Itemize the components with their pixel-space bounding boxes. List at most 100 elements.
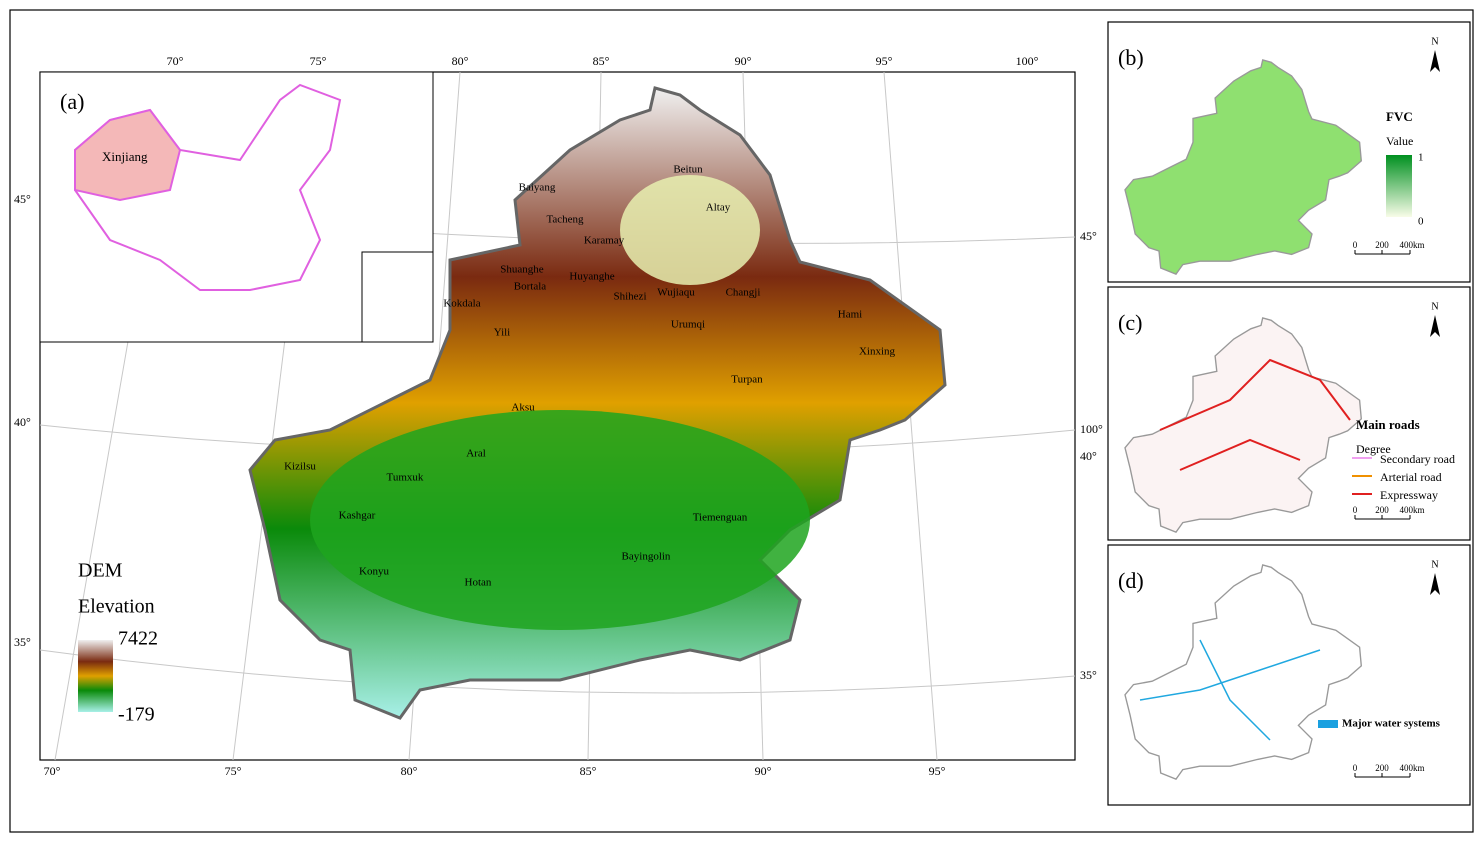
place-label: Kashgar bbox=[339, 510, 376, 522]
north-arrow: N bbox=[1431, 559, 1438, 570]
roads bbox=[1159, 358, 1351, 471]
legend-max: 7422 bbox=[118, 628, 158, 650]
scale-label: 400km bbox=[1399, 505, 1424, 515]
place-label: Baiyang bbox=[519, 182, 556, 194]
lon-label: 70° bbox=[167, 54, 184, 68]
lon-label: 90° bbox=[755, 764, 772, 778]
lon-label: 100° bbox=[1016, 54, 1039, 68]
legend-min: -179 bbox=[118, 704, 155, 726]
legend-title: FVC bbox=[1386, 109, 1413, 124]
lat-label: 100° bbox=[1080, 422, 1103, 436]
lon-label: 95° bbox=[876, 54, 893, 68]
place-label: Tiemenguan bbox=[693, 512, 748, 524]
legend-max: 1 bbox=[1418, 152, 1424, 164]
legend-min: 0 bbox=[1418, 216, 1424, 228]
water-map bbox=[1124, 564, 1362, 780]
tarim-basin bbox=[310, 410, 810, 630]
south-sea-inset bbox=[361, 251, 434, 343]
scale-bar bbox=[1354, 773, 1411, 778]
legend-item: Secondary road bbox=[1380, 452, 1455, 466]
place-label: Kokdala bbox=[443, 298, 480, 310]
lat-label: 45° bbox=[14, 192, 31, 206]
panel-d-frame bbox=[1107, 544, 1471, 806]
north-arrow-icon bbox=[1430, 315, 1440, 337]
lat-label: 45° bbox=[1080, 229, 1097, 243]
north-arrow-icon bbox=[1430, 50, 1440, 72]
panel-label: (d) bbox=[1118, 568, 1144, 593]
panel-label: (c) bbox=[1118, 310, 1142, 335]
place-label: Aksu bbox=[511, 402, 535, 414]
scale-label: 400km bbox=[1399, 240, 1424, 250]
lat-label: 35° bbox=[14, 635, 31, 649]
legend-subtitle: Degree bbox=[1356, 442, 1391, 456]
legend-water bbox=[1318, 720, 1338, 728]
roads-map bbox=[1124, 317, 1362, 533]
place-label: Hami bbox=[838, 309, 862, 321]
place-label: Tumxuk bbox=[387, 472, 424, 484]
scale-label: 400km bbox=[1399, 763, 1424, 773]
panel-c-frame bbox=[1107, 286, 1471, 541]
lon-label: 95° bbox=[929, 764, 946, 778]
place-label: Bortala bbox=[514, 281, 546, 293]
panel-b-frame bbox=[1107, 21, 1471, 283]
legend-item: Expressway bbox=[1380, 488, 1438, 502]
panel-label: (a) bbox=[60, 89, 84, 114]
lon-label: 85° bbox=[580, 764, 597, 778]
scale-label: 200 bbox=[1375, 240, 1389, 250]
lon-label: 70° bbox=[44, 764, 61, 778]
lat-label: 35° bbox=[1080, 668, 1097, 682]
place-label: Konyu bbox=[359, 566, 389, 578]
place-label: Shuanghe bbox=[500, 264, 544, 276]
scale-label: 200 bbox=[1375, 763, 1389, 773]
lat-label: 40° bbox=[1080, 449, 1097, 463]
fvc-map bbox=[1124, 59, 1362, 275]
junggar-basin bbox=[620, 175, 760, 285]
lon-label: 85° bbox=[593, 54, 610, 68]
scale-label: 200 bbox=[1375, 505, 1389, 515]
place-label: Altay bbox=[706, 202, 731, 214]
lon-label: 90° bbox=[735, 54, 752, 68]
dem-colorbar bbox=[78, 640, 113, 712]
rivers bbox=[1139, 639, 1321, 741]
place-label: Turpan bbox=[731, 374, 763, 386]
legend-item: Major water systems bbox=[1342, 718, 1441, 730]
region-label: Xinjiang bbox=[102, 149, 148, 164]
scale-label: 0 bbox=[1353, 505, 1358, 515]
place-label: Karamay bbox=[584, 235, 625, 247]
scale-label: 0 bbox=[1353, 240, 1358, 250]
place-label: Hotan bbox=[465, 577, 492, 589]
fvc-colorbar bbox=[1386, 155, 1412, 217]
place-label: Changji bbox=[726, 287, 761, 299]
place-label: Shihezi bbox=[614, 291, 647, 303]
scale-bar bbox=[1354, 515, 1411, 520]
legend-subtitle: Value bbox=[1386, 134, 1413, 148]
lon-label: 75° bbox=[310, 54, 327, 68]
north-arrow: N bbox=[1431, 36, 1438, 47]
legend-title: DEM bbox=[78, 560, 123, 582]
place-label: Urumqi bbox=[671, 319, 705, 331]
place-label: Yili bbox=[494, 327, 511, 339]
place-label: Huyanghe bbox=[569, 271, 614, 283]
legend-subtitle: Elevation bbox=[78, 596, 155, 618]
place-label: Tacheng bbox=[546, 214, 584, 226]
north-arrow-icon bbox=[1430, 573, 1440, 595]
lon-label: 80° bbox=[452, 54, 469, 68]
panel-label: (b) bbox=[1118, 45, 1144, 70]
legend-item: Arterial road bbox=[1380, 470, 1442, 484]
outer-frame bbox=[9, 9, 1474, 833]
place-label: Aral bbox=[466, 448, 486, 460]
xinjiang-region bbox=[74, 108, 182, 202]
place-label: Bayingolin bbox=[622, 551, 671, 563]
main-map-frame bbox=[39, 71, 1076, 761]
place-label: Kizilsu bbox=[284, 461, 316, 473]
place-label: Xinxing bbox=[859, 346, 896, 358]
north-arrow: N bbox=[1431, 301, 1438, 312]
legend-title: Main roads bbox=[1356, 417, 1420, 432]
lat-label: 40° bbox=[14, 415, 31, 429]
lon-label: 75° bbox=[225, 764, 242, 778]
lon-label: 80° bbox=[401, 764, 418, 778]
scale-label: 0 bbox=[1353, 763, 1358, 773]
place-label: Beitun bbox=[673, 164, 703, 176]
